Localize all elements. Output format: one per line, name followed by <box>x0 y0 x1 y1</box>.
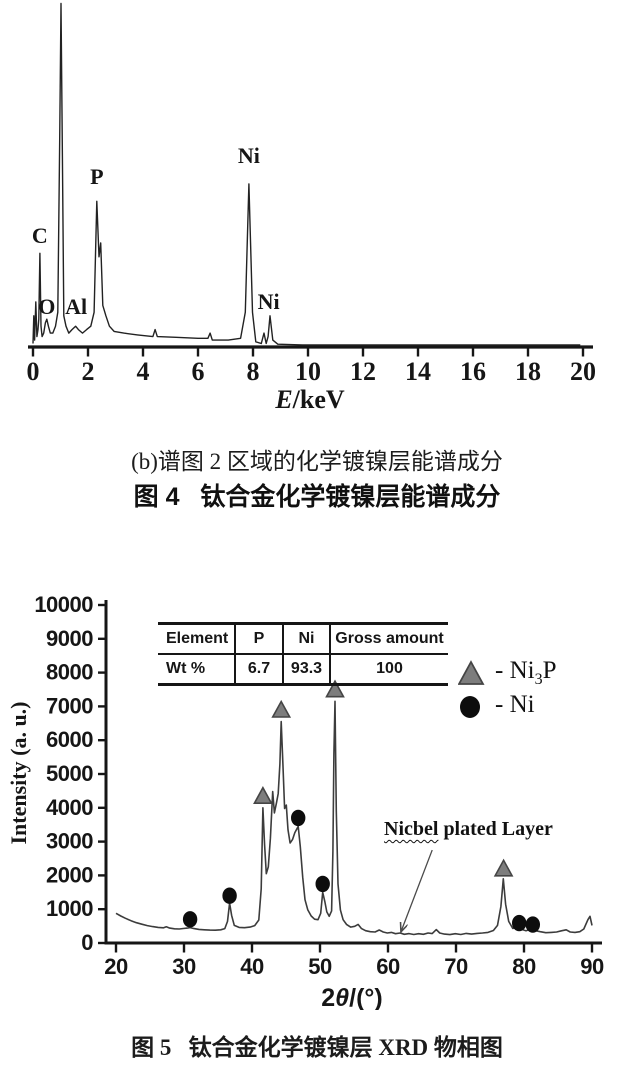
xrd-x-tick-label: 80 <box>512 954 536 979</box>
eds-x-tick-label: 10 <box>295 357 321 386</box>
table-row: Wt % 6.7 93.3 100 <box>158 654 448 685</box>
cell-p-value: 6.7 <box>234 654 283 685</box>
ni-peak-marker <box>525 916 540 933</box>
header-element: Element <box>158 623 235 655</box>
ni3p-peak-marker <box>271 699 292 718</box>
xrd-y-tick-label: 2000 <box>46 862 93 887</box>
eds-x-tick-label: 20 <box>570 357 596 386</box>
eds-subcaption: (b)谱图 2 区域的化学镀镍层能谱成分 <box>131 449 503 474</box>
cell-ni-value: 93.3 <box>282 654 330 685</box>
eds-peak-label-c: C <box>32 223 48 248</box>
header-ni: Ni <box>282 623 330 655</box>
ni-peak-marker <box>291 809 306 827</box>
xrd-y-tick-label: 6000 <box>46 727 93 752</box>
composition-table-grid: Element P Ni Gross amount Wt % 6.7 93.3 … <box>158 622 448 686</box>
table-header-row: Element P Ni Gross amount <box>158 623 448 655</box>
ni3p-legend-label: - Ni3P <box>495 657 557 688</box>
eds-peak-label-o: O <box>38 294 55 319</box>
ni-peak-marker <box>315 875 330 893</box>
eds-x-tick-label: 14 <box>405 357 431 386</box>
annotation-wavy-word: Nicbel <box>384 818 439 840</box>
eds-x-tick-label: 0 <box>27 357 40 386</box>
header-p: P <box>234 623 283 655</box>
xrd-y-tick-label: 10000 <box>34 592 93 617</box>
ni-legend-label: - Ni <box>495 691 535 718</box>
xrd-legend: - Ni3P - Ni <box>458 656 556 724</box>
eds-x-axis-label: E/keV <box>274 385 345 414</box>
xrd-pattern-curve <box>115 700 593 936</box>
circle-marker-icon <box>460 696 480 718</box>
xrd-x-tick-label: 50 <box>308 954 332 979</box>
xrd-x-tick-label: 20 <box>104 954 128 979</box>
xrd-x-tick-label: 90 <box>580 954 604 979</box>
xrd-y-tick-label: 7000 <box>46 693 93 718</box>
xrd-y-axis-label: Intensity (a. u.) <box>6 701 31 844</box>
eds-x-tick-label: 8 <box>247 357 260 386</box>
xrd-x-tick-label: 30 <box>172 954 196 979</box>
xrd-y-tick-label: 3000 <box>46 829 93 854</box>
annotation-arrow <box>401 849 433 932</box>
cell-gross-value: 100 <box>329 654 448 685</box>
triangle-marker-icon <box>458 660 485 685</box>
eds-spectrum-curve <box>32 2 581 346</box>
eds-x-tick-label: 6 <box>192 357 205 386</box>
legend-item-ni3p: - Ni3P <box>458 656 556 690</box>
xrd-y-tick-label: 9000 <box>46 626 93 651</box>
eds-x-tick-label: 18 <box>515 357 541 386</box>
composition-table: Element P Ni Gross amount Wt % 6.7 93.3 … <box>158 622 448 686</box>
legend-item-ni: - Ni <box>458 690 556 724</box>
eds-peak-label-ni: Ni <box>238 143 260 168</box>
eds-x-tick-label: 12 <box>350 357 376 386</box>
header-gross-amount: Gross amount <box>329 623 448 655</box>
eds-x-tick-label: 16 <box>460 357 486 386</box>
xrd-y-tick-label: 0 <box>81 930 93 955</box>
eds-peak-label-ni: Ni <box>258 289 280 314</box>
xrd-y-tick-label: 8000 <box>46 660 93 685</box>
xrd-pattern-chart: 0 1000 2000 3000 4000 5000 6000 7000 8000 9000 100… <box>6 592 604 1010</box>
eds-x-tick-label: 2 <box>82 357 95 386</box>
eds-peak-label-al: Al <box>65 294 87 319</box>
xrd-x-tick-label: 70 <box>444 954 468 979</box>
figure5-caption: 图 5 钛合金化学镀镍层 XRD 物相图 <box>131 1035 503 1060</box>
xrd-y-tick-label: 1000 <box>46 896 93 921</box>
ni-peak-marker <box>182 911 198 928</box>
xrd-x-axis-label: 2θ/(°) <box>321 984 382 1010</box>
eds-x-tick-label: 4 <box>137 357 150 386</box>
xrd-x-tick-label: 60 <box>376 954 400 979</box>
xrd-x-tick-label: 40 <box>240 954 264 979</box>
eds-spectrum-chart: 0 2 4 6 8 10 12 14 16 18 20 E/keV C O Al P Ni Ni <box>27 2 596 414</box>
ni3p-peak-marker <box>493 858 514 877</box>
eds-peak-label-p: P <box>90 164 103 189</box>
ni-peak-marker <box>222 887 237 904</box>
annotation-rest: plated Layer <box>438 818 553 840</box>
xrd-y-tick-label: 5000 <box>46 761 93 786</box>
figure4-caption: 图 4 钛合金化学镀镍层能谱成分 <box>133 483 501 511</box>
xrd-y-tick-label: 4000 <box>46 795 93 820</box>
ni3p-peak-marker <box>253 786 273 804</box>
ni3p-peak-marker <box>325 679 345 698</box>
ni-peak-marker <box>512 914 527 932</box>
cell-wt: Wt % <box>166 660 206 677</box>
nickel-layer-annotation: Nicbel plated Layer <box>384 818 553 841</box>
